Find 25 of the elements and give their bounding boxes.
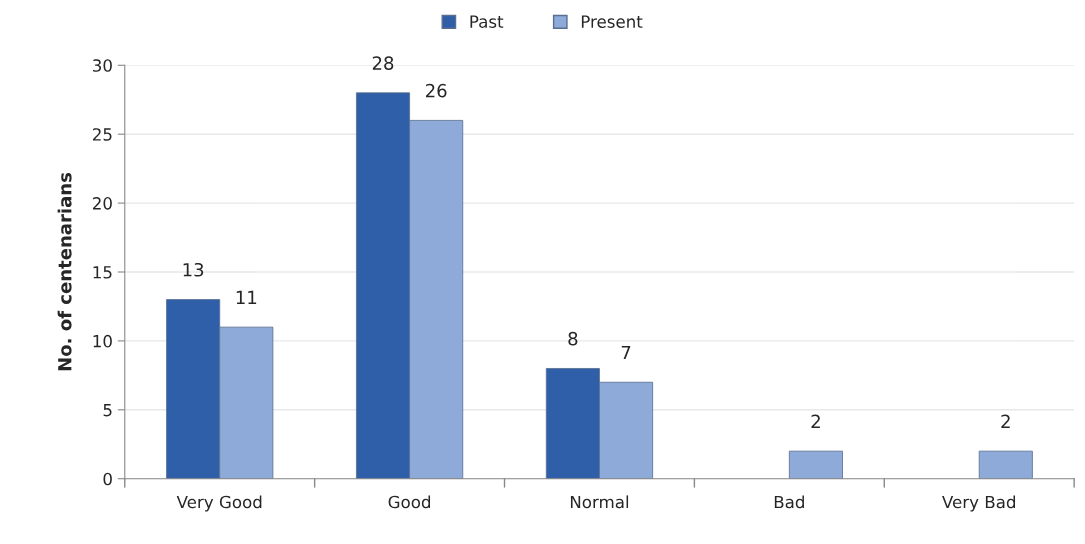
data-label: 28 bbox=[372, 56, 394, 70]
data-label: 8 bbox=[568, 331, 578, 346]
bar bbox=[978, 450, 1033, 479]
y-tick-label: 15 bbox=[93, 266, 112, 279]
y-tick-label: 30 bbox=[93, 59, 112, 72]
data-label: 2 bbox=[811, 414, 820, 428]
data-label: 11 bbox=[236, 290, 257, 304]
y-tick-label: 20 bbox=[92, 197, 112, 210]
bar bbox=[788, 450, 843, 479]
x-tick-label: Good bbox=[388, 495, 431, 509]
x-tick-label: Bad bbox=[774, 495, 804, 509]
legend-label: Present bbox=[581, 15, 643, 28]
x-tick-label: Very Bad bbox=[942, 495, 1015, 512]
data-label: 2 bbox=[1001, 414, 1010, 428]
y-tick-label: 25 bbox=[92, 128, 112, 141]
y-tick-label: 10 bbox=[93, 334, 112, 348]
x-tick-label: Very Good bbox=[176, 495, 262, 512]
data-label: 7 bbox=[621, 345, 631, 360]
x-tick-label: Normal bbox=[570, 495, 629, 509]
y-tick-label: 5 bbox=[103, 403, 112, 417]
legend-label: Past bbox=[470, 15, 504, 28]
data-label: 13 bbox=[183, 262, 204, 277]
y-tick-label: 0 bbox=[103, 472, 112, 486]
y-axis-title: No. of centenarians bbox=[57, 172, 72, 371]
data-label: 26 bbox=[426, 83, 447, 98]
